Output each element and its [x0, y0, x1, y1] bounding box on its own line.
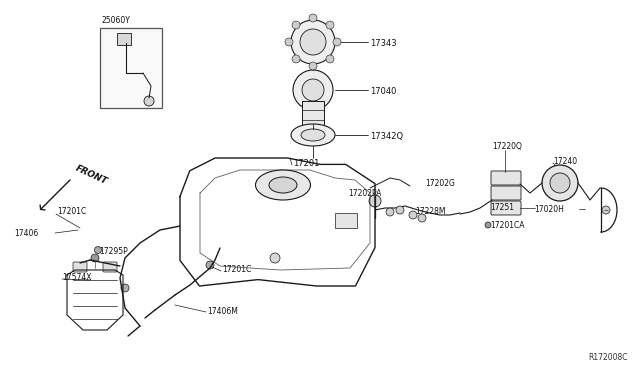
Text: 17220Q: 17220Q	[492, 141, 522, 151]
Text: 17342Q: 17342Q	[370, 131, 403, 141]
Bar	[302, 101, 324, 129]
Circle shape	[144, 96, 154, 106]
Circle shape	[418, 214, 426, 222]
Text: 17574X: 17574X	[62, 273, 92, 282]
Circle shape	[285, 38, 293, 46]
Text: 17343: 17343	[370, 38, 397, 48]
Text: 17295P: 17295P	[99, 247, 128, 257]
Circle shape	[309, 62, 317, 70]
Text: 17020H: 17020H	[534, 205, 564, 214]
Circle shape	[302, 79, 324, 101]
Ellipse shape	[255, 170, 310, 200]
Text: 17040: 17040	[370, 87, 396, 96]
Text: 17406: 17406	[14, 228, 38, 237]
Circle shape	[91, 254, 99, 262]
Circle shape	[602, 206, 610, 214]
Circle shape	[550, 173, 570, 193]
Circle shape	[270, 253, 280, 263]
Ellipse shape	[291, 124, 335, 146]
Ellipse shape	[301, 129, 325, 141]
FancyBboxPatch shape	[491, 186, 521, 200]
Text: FRONT: FRONT	[74, 164, 109, 186]
Circle shape	[386, 208, 394, 216]
Circle shape	[333, 38, 341, 46]
Bar	[100, 28, 162, 108]
Text: 17228M: 17228M	[415, 207, 445, 216]
Circle shape	[309, 14, 317, 22]
Text: 17201C: 17201C	[222, 266, 252, 275]
Text: 17202G: 17202G	[425, 179, 455, 187]
FancyBboxPatch shape	[491, 171, 521, 185]
Circle shape	[485, 222, 491, 228]
Bar	[117, 33, 131, 45]
Text: 17251: 17251	[490, 203, 514, 212]
Circle shape	[292, 21, 300, 29]
Circle shape	[369, 195, 381, 207]
FancyBboxPatch shape	[73, 262, 87, 272]
Text: R172008C: R172008C	[589, 353, 628, 362]
FancyBboxPatch shape	[103, 262, 117, 272]
Text: 25060Y: 25060Y	[102, 16, 131, 25]
Circle shape	[206, 261, 214, 269]
Bar	[335, 213, 357, 228]
Circle shape	[326, 21, 334, 29]
Text: 17201C: 17201C	[57, 208, 86, 217]
Ellipse shape	[269, 177, 297, 193]
FancyBboxPatch shape	[491, 201, 521, 215]
Circle shape	[542, 165, 578, 201]
Text: 17201CA: 17201CA	[490, 221, 525, 231]
Circle shape	[95, 247, 102, 253]
Circle shape	[121, 284, 129, 292]
Text: 17202PA: 17202PA	[348, 189, 381, 198]
Text: 17201: 17201	[293, 158, 319, 167]
Text: 17406M: 17406M	[207, 307, 238, 315]
Circle shape	[409, 211, 417, 219]
Circle shape	[292, 55, 300, 63]
Circle shape	[326, 55, 334, 63]
Circle shape	[291, 20, 335, 64]
Circle shape	[396, 206, 404, 214]
Circle shape	[293, 70, 333, 110]
Text: 17240: 17240	[553, 157, 577, 167]
Circle shape	[300, 29, 326, 55]
